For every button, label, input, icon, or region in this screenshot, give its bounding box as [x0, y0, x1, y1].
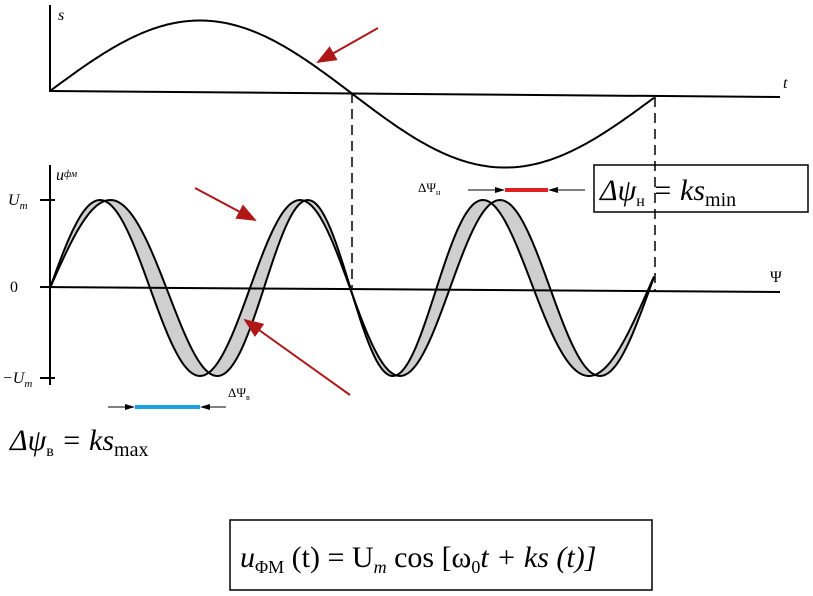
pm-signal — [49, 198, 655, 378]
formula-box — [593, 164, 809, 213]
psi-label: Ψ — [770, 269, 782, 286]
formula-box — [229, 519, 653, 591]
u-label: uфм — [56, 167, 78, 184]
minus-um-label: −Um — [2, 370, 32, 390]
pointer-arrow — [243, 318, 351, 396]
pointer-arrow — [194, 187, 257, 221]
t-axis — [49, 90, 781, 98]
zero-label: 0 — [10, 279, 18, 296]
delta-lower: ΔΨв — [228, 385, 250, 402]
formula-main: uΦМ (t) = Um cos [ω0t + ks (t)] — [240, 541, 596, 577]
pointer-arrow — [316, 27, 379, 63]
delta-upper: ΔΨн — [418, 180, 441, 197]
um-label: Um — [8, 192, 28, 212]
psi-axis — [39, 286, 781, 293]
formula-lower: Δψв = ksmax — [9, 424, 148, 461]
t-label: t — [783, 75, 788, 92]
s-label: s — [58, 7, 64, 24]
formula-upper: Δψн = ksmin — [599, 174, 736, 211]
